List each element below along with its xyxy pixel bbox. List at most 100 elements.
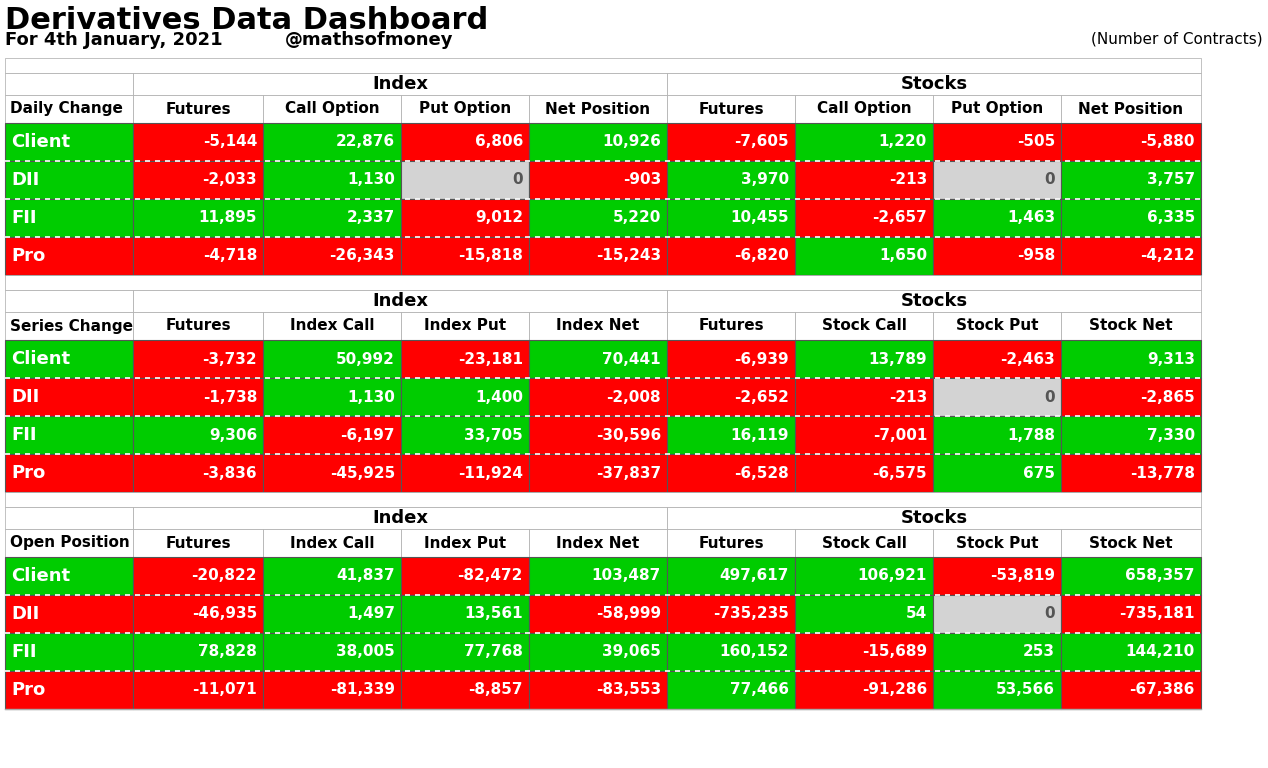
Text: 9,012: 9,012: [476, 210, 522, 226]
Text: Index Net: Index Net: [557, 535, 639, 551]
Bar: [529, 199, 667, 237]
Text: 33,705: 33,705: [464, 428, 522, 442]
Bar: [401, 557, 529, 595]
Text: Stocks: Stocks: [900, 292, 967, 310]
Bar: [133, 123, 262, 161]
Bar: [133, 507, 667, 529]
Bar: [667, 454, 795, 492]
Bar: [795, 633, 933, 671]
Text: -6,575: -6,575: [872, 465, 927, 481]
Bar: [1061, 454, 1201, 492]
Text: 53,566: 53,566: [995, 683, 1055, 697]
Text: DII: DII: [11, 605, 39, 623]
Text: Client: Client: [11, 350, 70, 368]
Text: Futures: Futures: [165, 101, 231, 117]
Text: -6,197: -6,197: [341, 428, 396, 442]
Bar: [133, 199, 262, 237]
Text: -958: -958: [1017, 249, 1055, 263]
Bar: [262, 199, 401, 237]
Text: 6,806: 6,806: [474, 134, 522, 150]
Bar: [5, 492, 1201, 507]
Text: -735,235: -735,235: [713, 607, 789, 621]
Bar: [5, 275, 1201, 290]
Bar: [5, 416, 133, 454]
Text: 160,152: 160,152: [720, 644, 789, 660]
Bar: [5, 123, 133, 161]
Bar: [262, 161, 401, 199]
Text: -8,857: -8,857: [468, 683, 522, 697]
Text: 3,757: 3,757: [1146, 173, 1194, 187]
Text: Stock Put: Stock Put: [956, 319, 1038, 333]
Bar: [933, 454, 1061, 492]
Text: Net Position: Net Position: [545, 101, 650, 117]
Bar: [5, 73, 133, 95]
Text: Put Option: Put Option: [418, 101, 511, 117]
Text: Stock Call: Stock Call: [822, 319, 907, 333]
Text: 16,119: 16,119: [730, 428, 789, 442]
Bar: [667, 312, 795, 340]
Text: Index: Index: [372, 75, 429, 93]
Bar: [1061, 378, 1201, 416]
Text: 1,400: 1,400: [476, 389, 522, 405]
Bar: [401, 312, 529, 340]
Bar: [262, 671, 401, 709]
Text: -4,718: -4,718: [203, 249, 257, 263]
Text: -2,008: -2,008: [606, 389, 661, 405]
Text: Index: Index: [372, 509, 429, 527]
Text: 9,313: 9,313: [1148, 352, 1194, 366]
Text: -91,286: -91,286: [862, 683, 927, 697]
Bar: [795, 378, 933, 416]
Text: Futures: Futures: [699, 319, 763, 333]
Bar: [529, 595, 667, 633]
Bar: [667, 671, 795, 709]
Text: Index Call: Index Call: [290, 535, 374, 551]
Bar: [529, 237, 667, 275]
Text: 10,455: 10,455: [730, 210, 789, 226]
Text: -5,880: -5,880: [1140, 134, 1194, 150]
Bar: [529, 529, 667, 557]
Bar: [667, 507, 1201, 529]
Bar: [262, 633, 401, 671]
Text: 253: 253: [1023, 644, 1055, 660]
Text: -1,738: -1,738: [203, 389, 257, 405]
Bar: [5, 290, 133, 312]
Text: 1,497: 1,497: [347, 607, 396, 621]
Bar: [262, 95, 401, 123]
Text: -30,596: -30,596: [596, 428, 661, 442]
Text: -15,818: -15,818: [458, 249, 522, 263]
Bar: [133, 73, 667, 95]
Bar: [933, 312, 1061, 340]
Text: Stocks: Stocks: [900, 75, 967, 93]
Text: 70,441: 70,441: [602, 352, 661, 366]
Text: -13,778: -13,778: [1130, 465, 1194, 481]
Bar: [667, 529, 795, 557]
Bar: [262, 557, 401, 595]
Text: 497,617: 497,617: [720, 568, 789, 584]
Text: Stock Net: Stock Net: [1089, 535, 1173, 551]
Text: 9,306: 9,306: [209, 428, 257, 442]
Bar: [5, 237, 133, 275]
Bar: [529, 123, 667, 161]
Text: @mathsofmoney: @mathsofmoney: [285, 31, 454, 49]
Bar: [795, 340, 933, 378]
Text: -15,243: -15,243: [596, 249, 661, 263]
Text: Stock Net: Stock Net: [1089, 319, 1173, 333]
Text: Pro: Pro: [11, 681, 46, 699]
Bar: [529, 340, 667, 378]
Text: Pro: Pro: [11, 464, 46, 482]
Text: -20,822: -20,822: [191, 568, 257, 584]
Text: 2,337: 2,337: [346, 210, 396, 226]
Text: 41,837: 41,837: [336, 568, 396, 584]
Bar: [529, 378, 667, 416]
Text: Open Position: Open Position: [10, 535, 129, 551]
Bar: [133, 312, 262, 340]
Text: FII: FII: [11, 209, 37, 227]
Bar: [933, 123, 1061, 161]
Bar: [133, 633, 262, 671]
Bar: [667, 237, 795, 275]
Bar: [5, 671, 133, 709]
Bar: [667, 595, 795, 633]
Bar: [401, 454, 529, 492]
Text: -213: -213: [889, 389, 927, 405]
Bar: [401, 199, 529, 237]
